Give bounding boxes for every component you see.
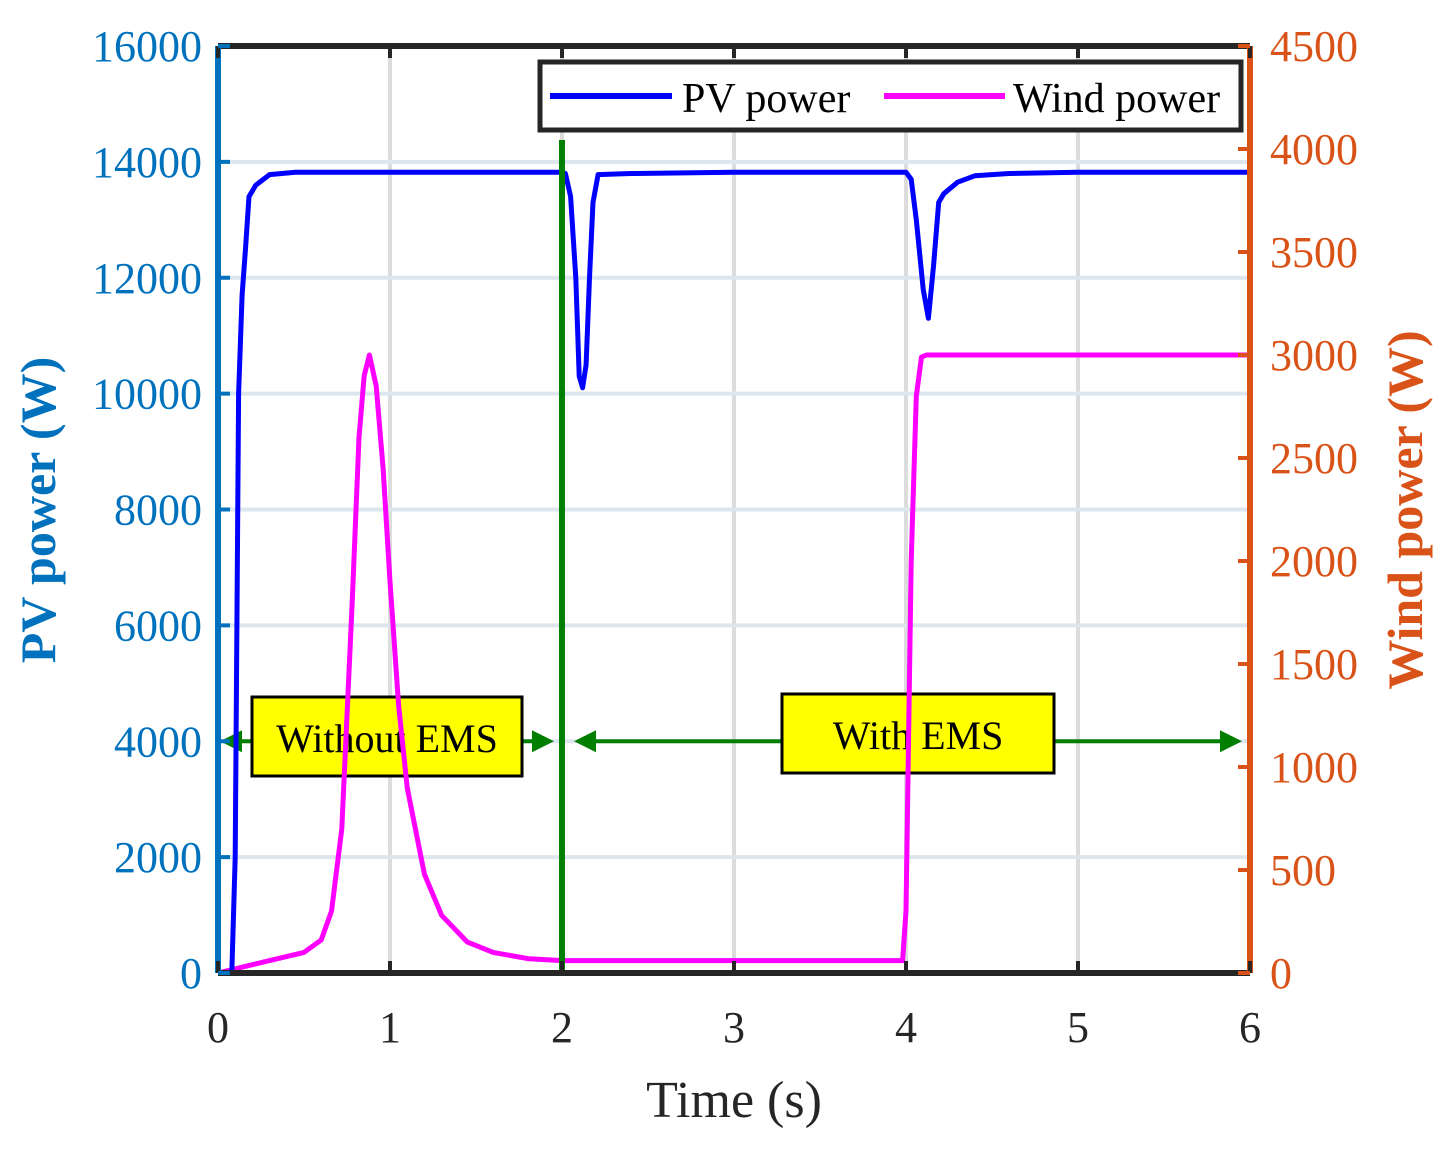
annotation-label: Without EMS — [276, 716, 498, 761]
x-tick-label: 3 — [723, 1003, 745, 1052]
x-tick-label: 4 — [895, 1003, 917, 1052]
pv-power-line — [218, 169, 1250, 976]
left-y-axis-label: PV power (W) — [10, 357, 66, 663]
left-y-tick-label: 14000 — [92, 138, 202, 187]
legend-pv-label: PV power — [682, 76, 850, 122]
right-y-axis-label: Wind power (W) — [1377, 330, 1433, 689]
tick-labels: 0 1 2 3 4 5 6020004000600080001000012000140001… — [92, 22, 1358, 1052]
legend: PV power Wind power — [537, 59, 1244, 133]
left-y-tick-label: 2000 — [114, 833, 202, 882]
axes-frame — [215, 43, 1253, 976]
left-y-tick-label: 8000 — [114, 486, 202, 535]
right-y-tick-label: 4000 — [1270, 125, 1358, 174]
annotation-box — [780, 692, 1056, 775]
right-y-tick-label: 1500 — [1270, 640, 1358, 689]
legend-wind-label: Wind power — [1013, 76, 1220, 122]
left-y-tick-label: 16000 — [92, 22, 202, 71]
left-y-tick-label: 4000 — [114, 717, 202, 766]
annotation-without-ems: Without EMS — [220, 695, 554, 778]
right-y-tick-label: 4500 — [1270, 22, 1358, 71]
right-y-tick-label: 2500 — [1270, 434, 1358, 483]
annotation-box — [250, 695, 524, 778]
right-y-tick-label: 3000 — [1270, 331, 1358, 380]
right-y-tick-label: 2000 — [1270, 537, 1358, 586]
x-tick-label: 5 — [1067, 1003, 1089, 1052]
annotation-with-ems: With EMS — [574, 692, 1242, 775]
right-arrowhead — [532, 730, 554, 753]
annotations: Without EMS With EMS — [220, 692, 1242, 778]
x-tick-label: 0 — [207, 1003, 229, 1052]
annotation-label: With EMS — [833, 713, 1004, 758]
left-y-tick-label: 6000 — [114, 601, 202, 650]
right-y-tick-label: 1000 — [1270, 743, 1358, 792]
x-tick-label: 6 — [1239, 1003, 1261, 1052]
left-y-tick-label: 10000 — [92, 370, 202, 419]
right-y-tick-label: 0 — [1270, 949, 1292, 998]
data-series — [217, 140, 1250, 976]
wind-power-line — [217, 352, 1250, 976]
left-y-tick-label: 12000 — [92, 254, 202, 303]
right-y-tick-label: 3500 — [1270, 228, 1358, 277]
right-y-tick-label: 500 — [1270, 846, 1336, 895]
left-arrowhead — [574, 730, 596, 753]
right-arrowhead — [1220, 730, 1242, 753]
x-tick-label: 1 — [379, 1003, 401, 1052]
left-y-tick-label: 0 — [180, 949, 202, 998]
x-tick-label: 2 — [551, 1003, 573, 1052]
x-axis-label: Time (s) — [646, 1072, 822, 1129]
